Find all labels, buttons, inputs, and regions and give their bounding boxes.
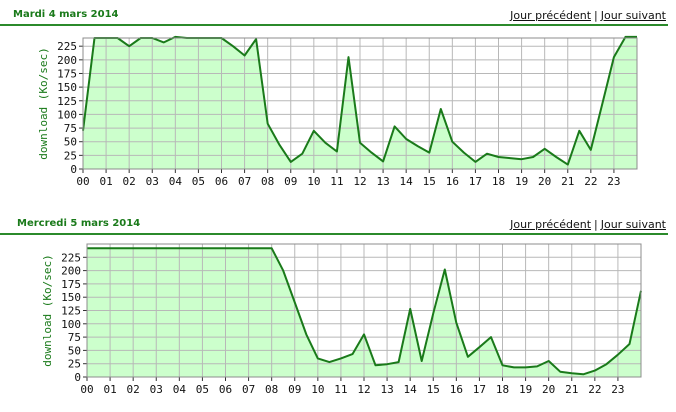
x-tick-label: 12 [357, 383, 370, 396]
y-tick-label: 75 [68, 331, 81, 344]
y-tick-label: 150 [57, 81, 77, 94]
header-rule [0, 233, 668, 235]
header-rule [0, 24, 668, 26]
x-tick-label: 18 [492, 175, 505, 188]
day-nav: Jour précédent | Jour suivant [510, 218, 666, 231]
y-tick-label: 25 [68, 358, 81, 371]
x-tick-label: 14 [400, 175, 414, 188]
x-tick-label: 07 [242, 383, 255, 396]
previous-day-link[interactable]: Jour précédent [510, 218, 592, 231]
next-day-link[interactable]: Jour suivant [600, 218, 666, 231]
y-tick-label: 150 [61, 291, 81, 304]
y-axis-label: download (Ko/sec) [41, 254, 54, 367]
day-header: Mardi 4 mars 2014 Jour précédent | Jour su… [0, 9, 668, 27]
y-tick-label: 125 [57, 95, 77, 108]
x-tick-label: 11 [334, 383, 347, 396]
day-title: Mardi 4 mars 2014 [13, 9, 119, 20]
x-tick-label: 13 [380, 383, 393, 396]
x-tick-label: 18 [496, 383, 509, 396]
x-tick-label: 12 [353, 175, 366, 188]
x-tick-label: 21 [561, 175, 574, 188]
y-tick-label: 225 [61, 251, 81, 264]
nav-separator: | [594, 218, 598, 231]
x-tick-label: 15 [427, 383, 440, 396]
x-tick-label: 03 [150, 383, 163, 396]
x-tick-label: 11 [330, 175, 343, 188]
y-axis-label: download (Ko/sec) [37, 47, 50, 160]
y-tick-label: 175 [61, 278, 81, 291]
x-tick-label: 23 [611, 383, 624, 396]
x-tick-label: 05 [192, 175, 205, 188]
x-tick-label: 06 [215, 175, 228, 188]
y-tick-label: 100 [61, 318, 81, 331]
y-tick-label: 0 [74, 371, 81, 384]
x-tick-label: 05 [196, 383, 209, 396]
plot-border [82, 37, 638, 170]
x-tick-label: 00 [76, 175, 89, 188]
day-header: Mercredi 5 mars 2014 Jour précédent | Jour… [0, 218, 668, 236]
previous-day-link[interactable]: Jour précédent [510, 9, 592, 22]
x-tick-label: 23 [607, 175, 620, 188]
day-title: Mercredi 5 mars 2014 [17, 218, 141, 229]
x-tick-label: 10 [307, 175, 320, 188]
x-tick-label: 08 [261, 175, 274, 188]
y-tick-label: 75 [64, 122, 77, 135]
next-day-link[interactable]: Jour suivant [600, 9, 666, 22]
x-tick-label: 09 [288, 383, 301, 396]
day-panel-2: Mercredi 5 mars 2014 Jour précédent | Jour… [0, 218, 676, 412]
x-tick-label: 09 [284, 175, 297, 188]
x-tick-label: 14 [404, 383, 418, 396]
download-line [87, 247, 642, 376]
x-tick-label: 01 [99, 175, 112, 188]
x-tick-label: 01 [103, 383, 116, 396]
x-tick-label: 03 [146, 175, 159, 188]
x-tick-label: 13 [376, 175, 389, 188]
x-tick-label: 07 [238, 175, 251, 188]
y-tick-label: 0 [70, 163, 77, 176]
x-tick-label: 08 [265, 383, 278, 396]
x-tick-label: 02 [127, 383, 140, 396]
x-tick-label: 04 [173, 383, 187, 396]
day-nav: Jour précédent | Jour suivant [510, 9, 666, 22]
plot-border [86, 243, 642, 378]
x-tick-label: 00 [80, 383, 93, 396]
x-tick-label: 02 [123, 175, 136, 188]
x-tick-label: 16 [450, 383, 463, 396]
y-tick-label: 100 [57, 108, 77, 121]
x-tick-label: 04 [169, 175, 183, 188]
x-tick-label: 06 [219, 383, 232, 396]
x-tick-label: 21 [565, 383, 578, 396]
x-tick-label: 19 [515, 175, 528, 188]
x-tick-label: 10 [311, 383, 324, 396]
nav-separator: | [594, 9, 598, 22]
x-tick-label: 17 [473, 383, 486, 396]
day-panel-1: Mardi 4 mars 2014 Jour précédent | Jour su… [0, 9, 676, 199]
y-tick-label: 125 [61, 305, 81, 318]
x-tick-label: 22 [584, 175, 597, 188]
y-tick-label: 25 [64, 149, 77, 162]
y-tick-label: 175 [57, 67, 77, 80]
x-tick-label: 16 [446, 175, 459, 188]
y-tick-label: 200 [57, 54, 77, 67]
y-tick-label: 50 [64, 136, 77, 149]
y-tick-label: 200 [61, 265, 81, 278]
y-tick-label: 225 [57, 40, 77, 53]
x-tick-label: 15 [423, 175, 436, 188]
x-tick-label: 20 [538, 175, 551, 188]
x-tick-label: 17 [469, 175, 482, 188]
x-tick-label: 19 [519, 383, 532, 396]
x-tick-label: 20 [542, 383, 555, 396]
y-tick-label: 50 [68, 344, 81, 357]
x-tick-label: 22 [588, 383, 601, 396]
